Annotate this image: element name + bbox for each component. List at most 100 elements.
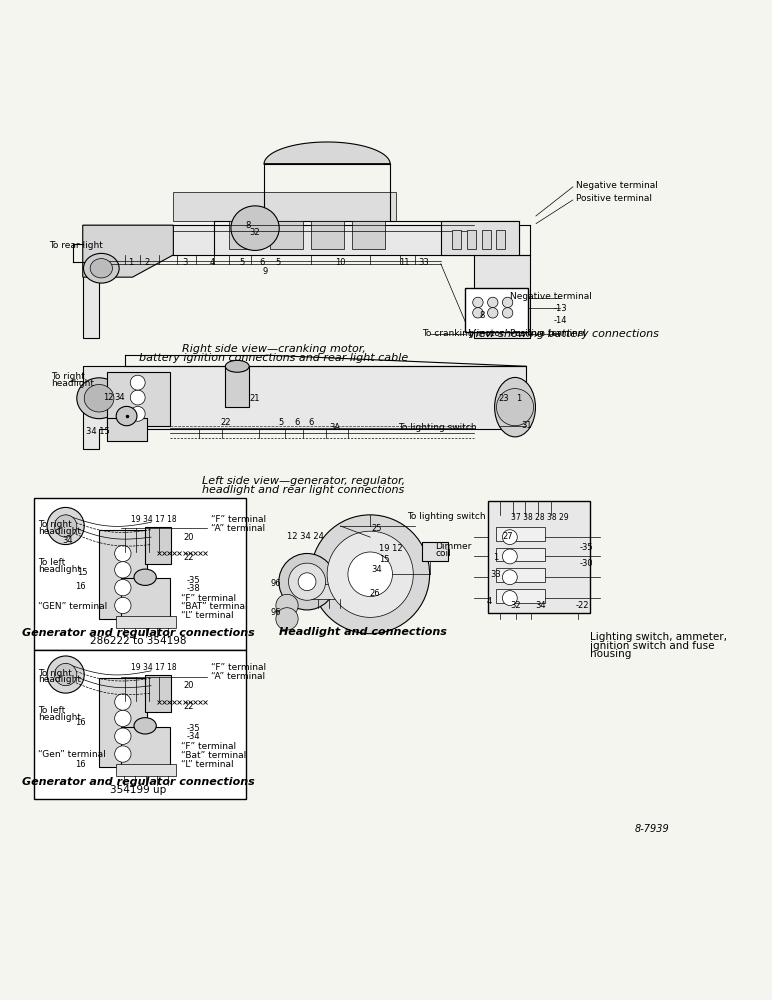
Text: 34: 34 [536, 601, 547, 610]
Text: 32: 32 [510, 601, 521, 610]
Bar [145, 527, 171, 564]
Circle shape [47, 656, 84, 693]
Text: headlight: headlight [38, 675, 81, 684]
Text: housing: housing [590, 649, 631, 659]
Bar [35, 650, 246, 799]
Circle shape [327, 531, 413, 617]
Text: 5: 5 [240, 258, 245, 267]
Text: 20: 20 [183, 681, 194, 690]
Polygon shape [83, 366, 527, 449]
Bar [496, 568, 545, 582]
Text: 8: 8 [245, 221, 251, 230]
Text: 8-7939: 8-7939 [635, 824, 670, 834]
Text: “L” terminal: “L” terminal [181, 611, 233, 620]
Text: 26: 26 [369, 589, 380, 598]
Ellipse shape [90, 259, 113, 278]
Bar [496, 527, 545, 541]
Circle shape [488, 297, 498, 308]
Text: 12: 12 [103, 393, 113, 402]
Text: To right: To right [51, 372, 85, 381]
Text: To right: To right [38, 669, 72, 678]
Bar [351, 221, 385, 249]
Circle shape [115, 545, 131, 562]
Circle shape [276, 594, 298, 617]
Text: 32: 32 [250, 228, 260, 237]
Text: 4: 4 [210, 258, 215, 267]
Bar [116, 764, 175, 776]
Text: ignition switch and fuse: ignition switch and fuse [590, 641, 715, 651]
Text: 37 38 28 38 29: 37 38 28 38 29 [511, 513, 569, 522]
Bar [107, 372, 170, 426]
Text: 5: 5 [276, 258, 281, 267]
Bar [116, 616, 175, 628]
Bar [311, 584, 355, 599]
Text: “A” terminal: “A” terminal [211, 672, 265, 681]
Polygon shape [83, 225, 174, 277]
Circle shape [503, 297, 513, 308]
Text: 96: 96 [270, 579, 281, 588]
Bar [474, 255, 530, 338]
Circle shape [503, 570, 517, 585]
Text: View showing battery connections: View showing battery connections [468, 329, 659, 339]
Text: 2: 2 [144, 258, 150, 267]
Circle shape [115, 710, 131, 727]
Bar [311, 221, 344, 249]
Text: 12 34 24: 12 34 24 [287, 532, 324, 541]
Text: To rear light: To rear light [49, 241, 103, 250]
Text: -14: -14 [554, 316, 567, 325]
Bar [467, 230, 476, 249]
Polygon shape [83, 225, 519, 338]
Circle shape [47, 507, 84, 545]
Bar [488, 501, 590, 613]
Ellipse shape [83, 253, 119, 283]
Text: -30: -30 [580, 559, 594, 568]
Bar [496, 230, 506, 249]
Ellipse shape [225, 360, 249, 372]
Text: 34: 34 [113, 393, 124, 402]
Text: 3A: 3A [330, 423, 341, 432]
Text: headlight: headlight [38, 713, 81, 722]
Text: To left: To left [38, 706, 66, 715]
Text: 4: 4 [487, 597, 492, 606]
Text: 22: 22 [220, 418, 231, 427]
Text: 15: 15 [379, 555, 390, 564]
Bar [229, 221, 262, 249]
Text: 27: 27 [503, 532, 513, 541]
Text: -38: -38 [187, 584, 201, 593]
Text: 19 34 17 18: 19 34 17 18 [131, 663, 177, 672]
Text: To right: To right [38, 520, 72, 529]
Text: “F” terminal: “F” terminal [181, 742, 236, 751]
Bar [35, 498, 246, 650]
Text: 1: 1 [128, 258, 134, 267]
Circle shape [130, 390, 145, 405]
Text: “Gen” terminal: “Gen” terminal [38, 750, 106, 759]
Text: 34: 34 [63, 536, 73, 545]
Ellipse shape [134, 569, 156, 585]
Text: “F” terminal: “F” terminal [181, 594, 236, 603]
Circle shape [503, 591, 517, 605]
Text: 22: 22 [183, 553, 194, 562]
Text: To cranking motor: To cranking motor [422, 329, 504, 338]
Text: “F” terminal: “F” terminal [211, 663, 266, 672]
Bar [452, 230, 461, 249]
Text: 8: 8 [479, 311, 484, 320]
Text: 19 34 17 18: 19 34 17 18 [131, 515, 177, 524]
Text: Negative terminal: Negative terminal [576, 181, 658, 190]
Circle shape [298, 573, 316, 591]
Bar [496, 589, 545, 603]
Text: 21: 21 [250, 394, 260, 403]
Text: 33: 33 [418, 258, 429, 267]
Text: Negative terminal: Negative terminal [510, 292, 591, 301]
Text: 34 15: 34 15 [86, 427, 110, 436]
Text: “BAT” terminal: “BAT” terminal [181, 602, 247, 611]
Ellipse shape [84, 384, 114, 412]
Text: 16: 16 [75, 718, 86, 727]
Text: 23: 23 [499, 394, 510, 403]
Circle shape [488, 308, 498, 318]
Text: headlight and rear light connections: headlight and rear light connections [202, 485, 405, 495]
Bar [99, 678, 147, 767]
Text: -13: -13 [554, 304, 567, 313]
Text: 286222 to 354198: 286222 to 354198 [90, 636, 187, 646]
Text: “GEN” terminal: “GEN” terminal [38, 602, 107, 611]
Polygon shape [264, 142, 391, 164]
